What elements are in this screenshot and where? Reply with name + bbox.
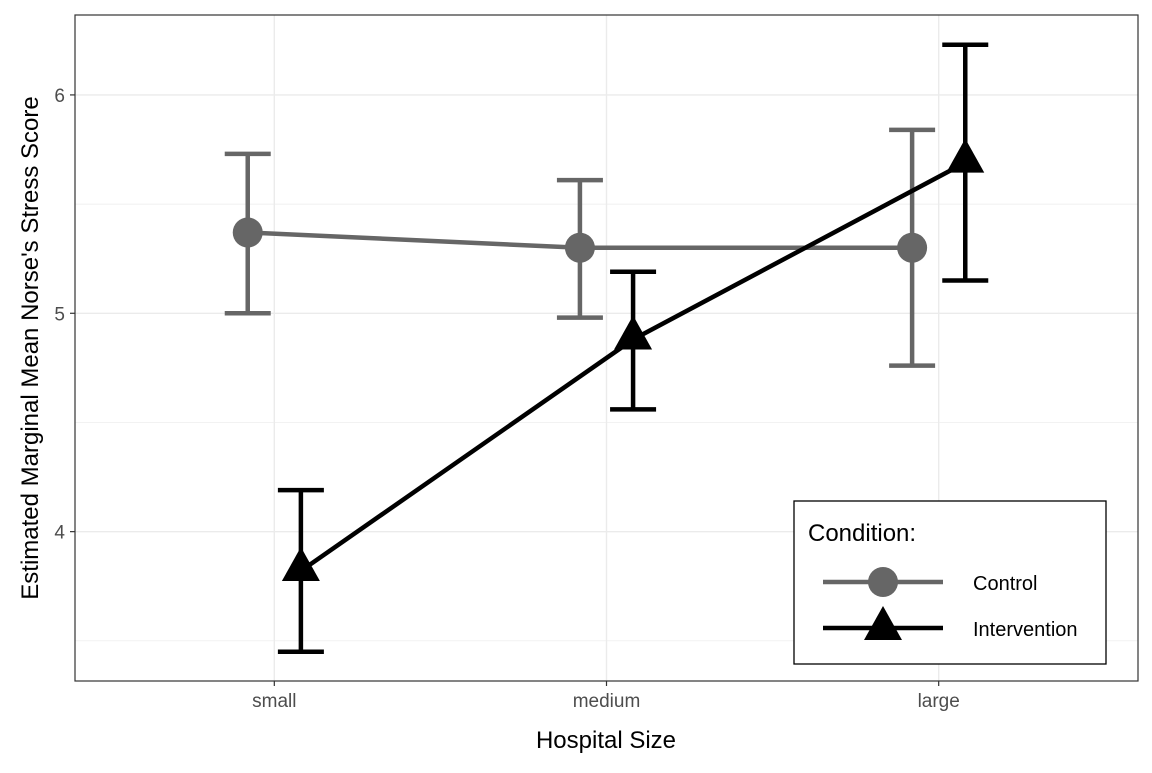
data-point — [897, 232, 928, 263]
legend-item-intervention: Intervention — [823, 606, 1078, 641]
data-point — [946, 138, 985, 173]
y-tick-label: 5 — [54, 304, 65, 325]
series-control — [224, 127, 936, 368]
data-point — [281, 546, 320, 581]
series-intervention — [277, 42, 989, 654]
x-axis-label: Hospital Size — [536, 727, 676, 754]
legend: Condition: Control Intervention — [793, 500, 1107, 665]
axes: small medium large 4 5 6 — [54, 86, 959, 712]
legend-key-circle — [868, 567, 898, 597]
legend-label: Control — [973, 573, 1037, 595]
marks — [224, 42, 989, 654]
data-point — [564, 232, 595, 263]
x-tick-label: small — [252, 691, 296, 712]
legend-title: Condition: — [808, 520, 916, 547]
y-axis-label: Estimated Marginal Mean Norse's Stress S… — [17, 96, 44, 599]
legend-key-triangle — [864, 606, 902, 640]
legend-item-control: Control — [823, 567, 1037, 597]
x-tick-label: large — [918, 691, 960, 712]
data-point — [614, 315, 653, 350]
y-tick-label: 4 — [54, 523, 65, 544]
y-tick-label: 6 — [54, 86, 65, 107]
x-tick-label: medium — [573, 691, 641, 712]
legend-label: Intervention — [973, 619, 1078, 641]
data-point — [232, 217, 263, 248]
